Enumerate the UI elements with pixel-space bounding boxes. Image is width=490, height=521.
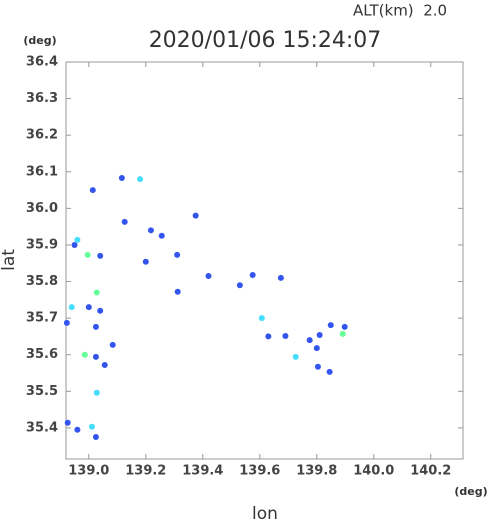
y-tick-label: 36.1 [26,164,58,179]
echo-point [258,315,265,322]
echo-point [92,434,99,441]
echo-point [292,353,299,360]
chart-title: 2020/01/06 15:24:07 [149,28,382,53]
echo-point [174,288,181,295]
x-axis-label: lon [252,504,278,521]
echo-point [89,187,96,194]
x-tick-label: 139.6 [239,464,280,479]
echo-point [74,426,81,433]
y-tick-label: 36.4 [26,55,58,70]
echo-point [93,289,100,296]
echo-point [341,323,348,330]
echo-point [93,389,100,396]
echo-point [277,274,284,281]
x-tick-label: 139.2 [125,464,166,479]
echo-point [84,251,91,258]
echo-point [327,322,334,329]
x-tick-label: 139.0 [68,464,109,479]
y-tick-label: 35.4 [26,420,58,435]
y-tick-label: 35.6 [26,347,58,362]
y-tick-label: 35.7 [26,311,58,326]
echo-point [147,227,154,234]
x-tick-label: 140.2 [410,464,451,479]
echo-point [313,345,320,352]
echo-point [88,423,95,430]
echo-point [174,251,181,258]
echo-point [92,323,99,330]
echo-point [306,337,313,344]
echo-point [142,258,149,265]
echo-point [63,319,70,326]
y-tick-label: 36.3 [26,91,58,106]
echo-point [314,363,321,370]
y-tick-label: 35.8 [26,274,58,289]
echo-point [326,368,333,375]
echo-point [192,212,199,219]
x-tick-label: 139.4 [182,464,223,479]
echo-point [121,218,128,225]
x-tick-label: 140.0 [353,464,394,479]
y-tick-label: 35.5 [26,384,58,399]
echo-point [339,330,346,337]
echo-point [64,419,71,426]
plot-frame [65,61,464,460]
echo-point [71,241,78,248]
echo-point [97,307,104,314]
x-tick-label: 139.8 [296,464,337,479]
echo-point [137,176,144,183]
y-tick-label: 35.9 [26,237,58,252]
echo-point [265,333,272,340]
echo-point [158,232,165,239]
echo-point [97,252,104,259]
echo-point [205,273,212,280]
echo-point [118,174,125,181]
echo-point [316,331,323,338]
echo-point [282,333,289,340]
y-tick-label: 36.2 [26,128,58,143]
echo-point [109,341,116,348]
echo-point [236,282,243,289]
y-axis-label: lat [0,249,19,271]
echo-point [68,304,75,311]
echo-point [74,236,81,243]
echo-point [249,271,256,278]
echo-point [85,304,92,311]
echo-point [81,351,88,358]
echo-point [101,361,108,368]
y-unit: (deg) [23,34,56,47]
echo-point [92,353,99,360]
x-unit: (deg) [454,485,487,498]
y-tick-label: 36.0 [26,201,58,216]
altitude-label: ALT(km) 2.0 [353,2,447,20]
